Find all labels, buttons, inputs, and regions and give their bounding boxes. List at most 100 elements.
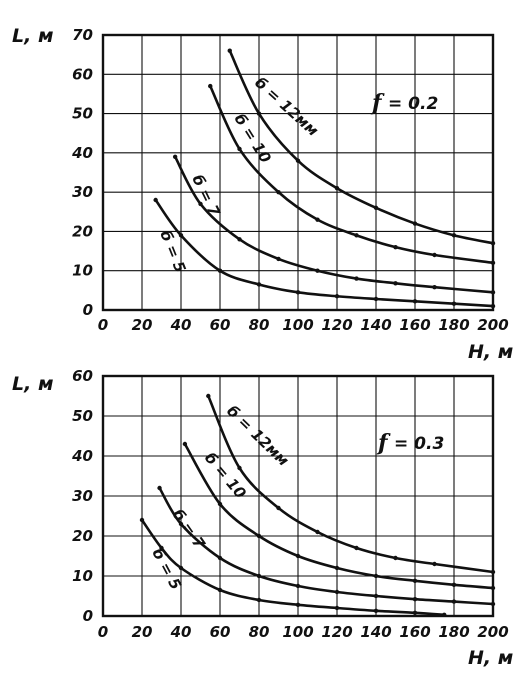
- y-tick-label: 0: [83, 607, 93, 625]
- y-tick-label: 40: [71, 447, 93, 465]
- data-point: [178, 233, 184, 238]
- series-label: б = 7: [169, 506, 209, 553]
- x-tick-label: 40: [170, 316, 192, 334]
- y-tick-label: 50: [72, 407, 93, 425]
- series-line: [158, 487, 494, 606]
- x-tick-label: 80: [249, 316, 270, 334]
- data-point: [276, 189, 281, 195]
- x-tick-label: 0: [98, 316, 108, 334]
- data-point: [227, 48, 232, 53]
- data-point: [334, 589, 340, 595]
- data-point: [256, 282, 262, 287]
- y-tick-label: 0: [83, 301, 93, 319]
- x-tick-label: 100: [282, 623, 313, 641]
- y-axis-label: L, м: [12, 25, 53, 47]
- data-point: [256, 573, 262, 579]
- data-point: [237, 146, 242, 152]
- data-point: [276, 505, 281, 511]
- x-tick-label: 120: [321, 316, 352, 334]
- x-tick-label: 20: [132, 316, 153, 334]
- data-point: [315, 217, 320, 222]
- data-point: [412, 299, 418, 304]
- data-point: [295, 553, 301, 559]
- data-point: [139, 517, 145, 523]
- series-line: [209, 85, 494, 265]
- data-point: [451, 233, 457, 238]
- data-point: [412, 610, 418, 615]
- data-point: [393, 281, 398, 286]
- plot-frame: [101, 33, 495, 312]
- data-point: [157, 485, 162, 491]
- data-point: [373, 205, 379, 211]
- data-point: [354, 276, 359, 281]
- data-point: [432, 561, 437, 567]
- data-point: [354, 545, 359, 551]
- plot-frame: [101, 374, 495, 618]
- data-point: [373, 296, 379, 302]
- series-label: б = 10: [201, 449, 250, 502]
- data-point: [373, 608, 379, 613]
- annotation-f-value: = 0.3: [394, 434, 444, 454]
- data-point: [295, 583, 301, 589]
- data-point: [315, 268, 320, 273]
- data-point: [334, 294, 340, 299]
- data-point: [217, 268, 223, 273]
- data-point: [295, 158, 301, 163]
- data-point: [334, 186, 340, 191]
- data-point: [334, 605, 340, 611]
- x-tick-label: 200: [477, 623, 508, 641]
- chart-panel-bottom: 0 20 40 60 80 100 120 140 160 180 200 0 10 20 30 40 50 60…: [12, 367, 513, 669]
- x-tick-label: 80: [249, 623, 270, 641]
- y-tick-label: 30: [72, 487, 93, 505]
- data-point: [178, 521, 184, 527]
- x-tick-label: 0: [98, 623, 108, 641]
- data-point: [178, 565, 184, 571]
- x-tick-label: 60: [210, 316, 231, 334]
- y-tick-label: 10: [72, 262, 93, 280]
- data-point: [490, 585, 496, 591]
- data-point: [490, 601, 496, 607]
- x-tick-label: 200: [477, 316, 508, 334]
- data-point: [237, 237, 242, 242]
- data-point: [172, 154, 178, 159]
- series-line: [154, 199, 494, 308]
- data-point: [256, 597, 262, 603]
- data-point: [237, 465, 242, 471]
- data-point: [198, 201, 203, 207]
- series-label: б = 10: [231, 111, 275, 167]
- data-point: [490, 303, 496, 309]
- x-axis-label: H, м: [468, 341, 513, 363]
- data-point: [373, 573, 379, 579]
- data-point: [442, 612, 447, 617]
- data-point: [451, 599, 457, 604]
- y-tick-label: 60: [72, 367, 93, 385]
- data-point: [206, 393, 211, 399]
- data-point: [412, 578, 418, 583]
- y-tick-label: 70: [72, 26, 93, 44]
- data-point: [208, 83, 213, 89]
- x-tick-label: 140: [360, 623, 391, 641]
- data-point: [412, 597, 418, 602]
- data-point: [217, 587, 223, 593]
- data-point: [354, 233, 359, 238]
- x-tick-label: 100: [282, 316, 313, 334]
- x-tick-label: 60: [210, 623, 231, 641]
- x-tick-label: 120: [321, 623, 352, 641]
- data-point: [451, 582, 457, 587]
- data-point: [276, 256, 281, 262]
- x-tick-label: 160: [399, 316, 430, 334]
- data-point: [159, 545, 164, 551]
- data-point: [295, 290, 301, 295]
- series-label: б = 5: [156, 228, 189, 275]
- y-tick-label: 30: [72, 183, 93, 201]
- series-label: б = 12мм: [251, 74, 322, 140]
- y-tick-label: 50: [72, 105, 93, 123]
- data-point: [451, 301, 457, 306]
- annotation-f-value: = 0.2: [388, 94, 438, 114]
- data-point: [393, 244, 398, 250]
- chart-panel-top: 0 20 40 60 80 100 120 140 160 180 200 0 10 20 30 40 50 60…: [12, 25, 513, 363]
- y-axis-label: L, м: [12, 373, 53, 395]
- x-tick-label: 180: [438, 316, 469, 334]
- y-tick-label: 40: [71, 144, 93, 162]
- x-tick-label: 180: [438, 623, 469, 641]
